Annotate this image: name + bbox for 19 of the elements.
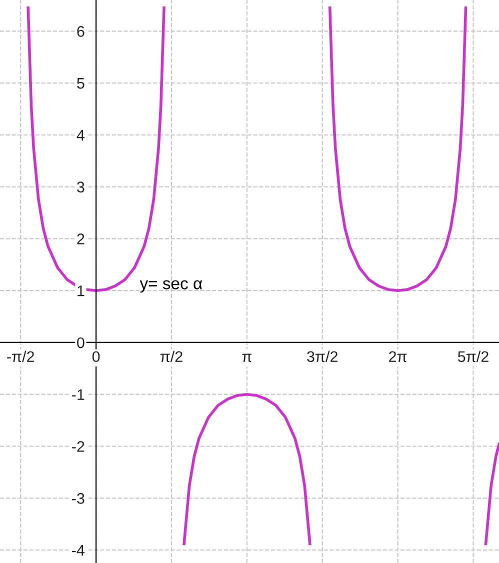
- x-tick-label: 0: [92, 351, 100, 362]
- y-tick-label: 1: [78, 286, 84, 296]
- y-tick-label: 4: [76, 130, 84, 140]
- x-tick-label: π/2: [160, 350, 182, 362]
- y-tick-label: 3: [77, 182, 84, 192]
- x-tick-label: 5π/2: [458, 350, 488, 362]
- y-tick-label: -4: [72, 545, 84, 556]
- y-tick-label: -1: [72, 389, 84, 400]
- y-tick-label: 2: [77, 234, 84, 244]
- y-tick-label: 6: [77, 26, 84, 37]
- annotation: y= sec α: [140, 280, 202, 293]
- y-tick-label: 0: [77, 337, 84, 348]
- x-tick-label: π: [242, 354, 252, 362]
- x-tick-label: -π/2: [7, 350, 34, 362]
- x-tick-label: 2π: [389, 351, 407, 362]
- y-tick-label: -3: [72, 493, 84, 504]
- x-tick-label: 3π/2: [307, 350, 338, 362]
- y-tick-label: 5: [77, 78, 84, 89]
- y-tick-label: -2: [72, 441, 84, 452]
